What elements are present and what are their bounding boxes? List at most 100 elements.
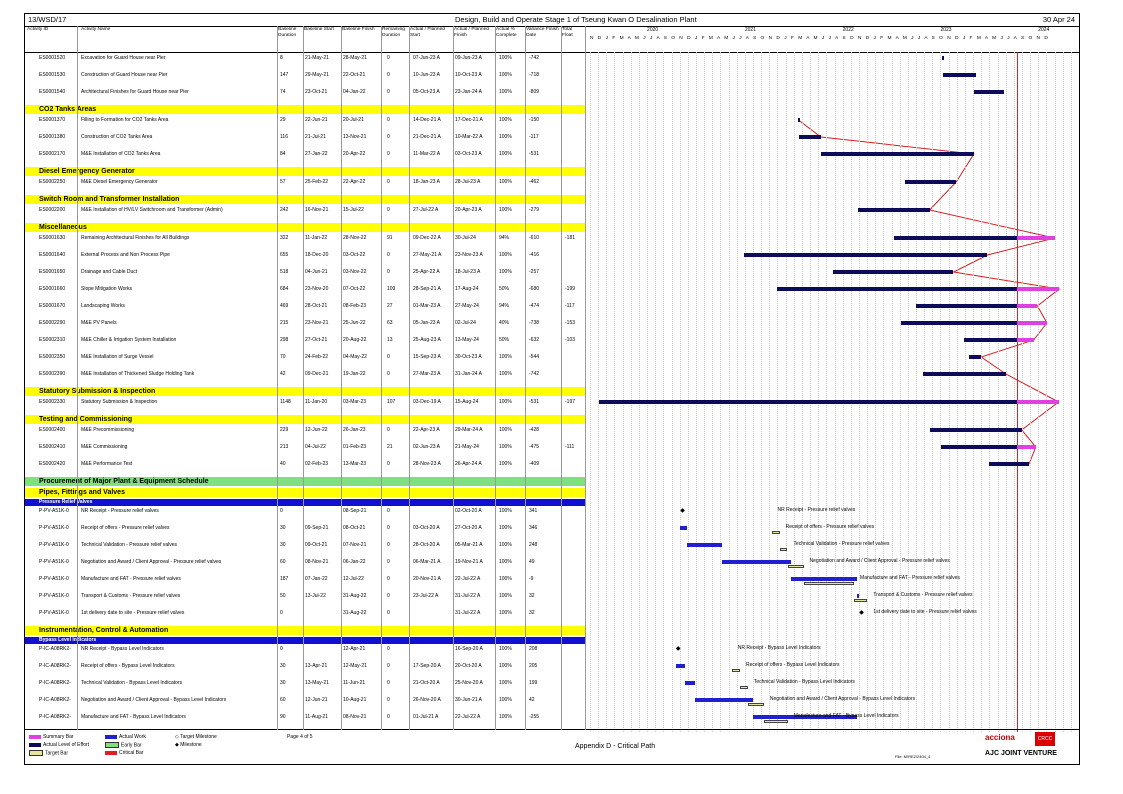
table-row[interactable]: P-IC-A08RK2- NR Receipt - Bypass Level In… [25, 645, 585, 654]
cell-pc: 50% [499, 337, 510, 343]
table-row[interactable]: ES0002200 M&E Installation of HV/LV Switc… [25, 206, 585, 215]
gantt-bar [940, 445, 1017, 449]
table-row[interactable]: ES0001660 Slope Mitigation Works 684 23-Nov… [25, 285, 585, 294]
cell-bs: 13-May-21 [305, 680, 329, 686]
cell-bf: 26-Jan-23 [343, 427, 366, 433]
col-activity-name: Activity Name [81, 27, 111, 32]
table-row[interactable]: ES0002420 M&E Performance Test 40 02-Feb-23… [25, 460, 585, 469]
table-row[interactable]: P-IC-A08RK2- Technical Validation - Bypas… [25, 679, 585, 688]
table-row[interactable]: ES0002350 M&E Installation of Surge Vesse… [25, 353, 585, 362]
table-row[interactable]: ES0001380 Construction of CO2 Tanks Area 1… [25, 133, 585, 142]
cell-bs: 11-Jan-22 [305, 235, 328, 241]
cell-name: NR Receipt - Bypass Level Indicators [81, 646, 164, 652]
cell-af: 28-Jul-23 A [455, 179, 481, 185]
year-label: 2021 [744, 27, 756, 33]
grid-line [679, 52, 681, 732]
cell-bf: 03-Nov-22 [343, 269, 367, 275]
cell-as: 06-Mar-21 A [413, 559, 441, 565]
column-divider [381, 26, 382, 730]
cell-bs: 21-Jul-21 [305, 134, 326, 140]
table-row[interactable]: ES0001540 Architectural Finishes for Guar… [25, 88, 585, 97]
cell-id: P-PV-A51K-0 [39, 508, 69, 514]
cell-bf: 08-Feb-23 [343, 303, 367, 309]
table-row[interactable]: P-IC-A08RK2- Negotiation and Award / Clie… [25, 696, 585, 705]
table-row[interactable]: ES0001370 Filling to Formation for CO2 Ta… [25, 116, 585, 125]
table-row[interactable]: ES0001530 Construction of Guard House nea… [25, 71, 585, 80]
cell-bd: 0 [280, 508, 283, 514]
table-row[interactable]: ES0002410 M&E Commissioning 213 04-Jul-22 01… [25, 443, 585, 452]
cell-bs: 08-Nov-21 [305, 559, 329, 565]
cell-var: -632 [529, 337, 540, 343]
table-row[interactable]: ES0002290 M&E PV Panels 215 23-Nov-21 25-Jun… [25, 319, 585, 328]
gantt-bar [732, 669, 740, 672]
gantt-bar [1017, 400, 1059, 404]
table-row[interactable]: ES0002400 M&E Precommissioning 229 12-Jun-2… [25, 426, 585, 435]
table-row[interactable]: ES0002390 M&E Installation of Thickened S… [25, 370, 585, 379]
column-divider [341, 26, 342, 730]
cell-rd: 0 [387, 117, 390, 123]
table-row[interactable]: ES0002310 M&E Chiller & Irrigation System… [25, 336, 585, 345]
cell-rd: 0 [387, 663, 390, 669]
cell-bf: 13-Nov-21 [343, 134, 367, 140]
cell-af: 10-Mar-22 A [455, 134, 483, 140]
cell-var: -416 [529, 252, 540, 258]
table-row[interactable]: P-PV-A51K-0 1st delivery date to site - P… [25, 609, 585, 618]
gantt-bar [833, 270, 954, 274]
table-row[interactable]: ES0002250 M&E Diesel Emergency Generator 5… [25, 178, 585, 187]
cell-id: ES0001540 [39, 89, 66, 95]
cell-bd: 30 [280, 542, 286, 548]
cell-pc: 100% [499, 542, 512, 548]
table-row[interactable]: ES0001630 Remaining Architectural Finishe… [25, 234, 585, 243]
cell-pc: 100% [499, 427, 512, 433]
cell-pc: 100% [499, 714, 512, 720]
table-row[interactable]: ES0002330 Statutory Submission & Inspecti… [25, 398, 585, 407]
grid-line [801, 52, 803, 732]
grid-line [964, 52, 966, 732]
cell-id: ES0001640 [39, 252, 66, 258]
table-row[interactable]: ES0002170 M&E Installation of CO2 Tanks A… [25, 150, 585, 159]
table-row[interactable]: P-IC-A08RK2- Receipt of offers - Bypass L… [25, 662, 585, 671]
cell-af: 25-Nov-20 A [455, 680, 483, 686]
cell-af: 21-May-24 [455, 444, 479, 450]
gantt-bar [930, 428, 1022, 432]
cell-bd: 242 [280, 207, 289, 213]
cell-id: ES0002420 [39, 461, 66, 467]
cell-tf: -103 [565, 337, 576, 343]
gantt-label: Negotiation and Award / Client Approval … [769, 696, 916, 702]
cell-as: 03-Dec-19 A [413, 399, 441, 405]
cell-bf: 15-Jul-22 [343, 207, 364, 213]
grid-line [622, 52, 624, 732]
critical-path-line [798, 119, 1061, 465]
cell-name: Technical Validation - Pressure relief v… [81, 542, 178, 548]
cell-var: -257 [529, 269, 540, 275]
grid-line [614, 52, 616, 732]
cell-as: 15-Sep-23 A [413, 354, 441, 360]
table-row[interactable]: P-PV-A51K-0 Transport & Customs - Pressur… [25, 592, 585, 601]
table-row[interactable]: ES0001520 Excavation for Guard House near… [25, 54, 585, 63]
cell-rd: 0 [387, 461, 390, 467]
table-row[interactable]: P-PV-A51K-0 Receipt of offers - Pressure … [25, 524, 585, 533]
gantt-bar [776, 287, 1060, 291]
table-row[interactable]: ES0001670 Landscaping Works 469 28-Oct-21 08… [25, 302, 585, 311]
table-row[interactable]: P-PV-A51K-0 Manufacture and FAT - Pressur… [25, 575, 585, 584]
gantt-bar [797, 118, 800, 122]
cell-as: 27-Jul-22 A [413, 207, 439, 213]
cell-var: -742 [529, 371, 540, 377]
table-row[interactable]: ES0001640 External Process and Non Proces… [25, 251, 585, 260]
cell-as: 01-Mar-23 A [413, 303, 441, 309]
col-total-float: Total Float [562, 27, 573, 38]
table-row[interactable]: P-PV-A51K-0 Technical Validation - Pressu… [25, 541, 585, 550]
grid-line [1013, 52, 1015, 732]
cell-rd: 0 [387, 179, 390, 185]
cell-var: -474 [529, 303, 540, 309]
table-row[interactable]: ES0001650 Drainage and Cable Duct 518 04-Ju… [25, 268, 585, 277]
table-row[interactable]: P-PV-A51K-0 NR Receipt - Pressure relief … [25, 507, 585, 516]
gantt-label: 1st delivery date to site - Pressure rel… [873, 609, 977, 615]
gantt-bar [858, 208, 930, 212]
gantt-bar [963, 338, 1017, 342]
table-row[interactable]: P-IC-A08RK2- Manufacture and FAT - Bypass… [25, 713, 585, 722]
cell-var: -610 [529, 235, 540, 241]
gantt-bar [685, 681, 695, 685]
table-row[interactable]: P-PV-A51K-0 Negotiation and Award / Clien… [25, 558, 585, 567]
legend-early-bar: Early Bar [105, 742, 142, 748]
